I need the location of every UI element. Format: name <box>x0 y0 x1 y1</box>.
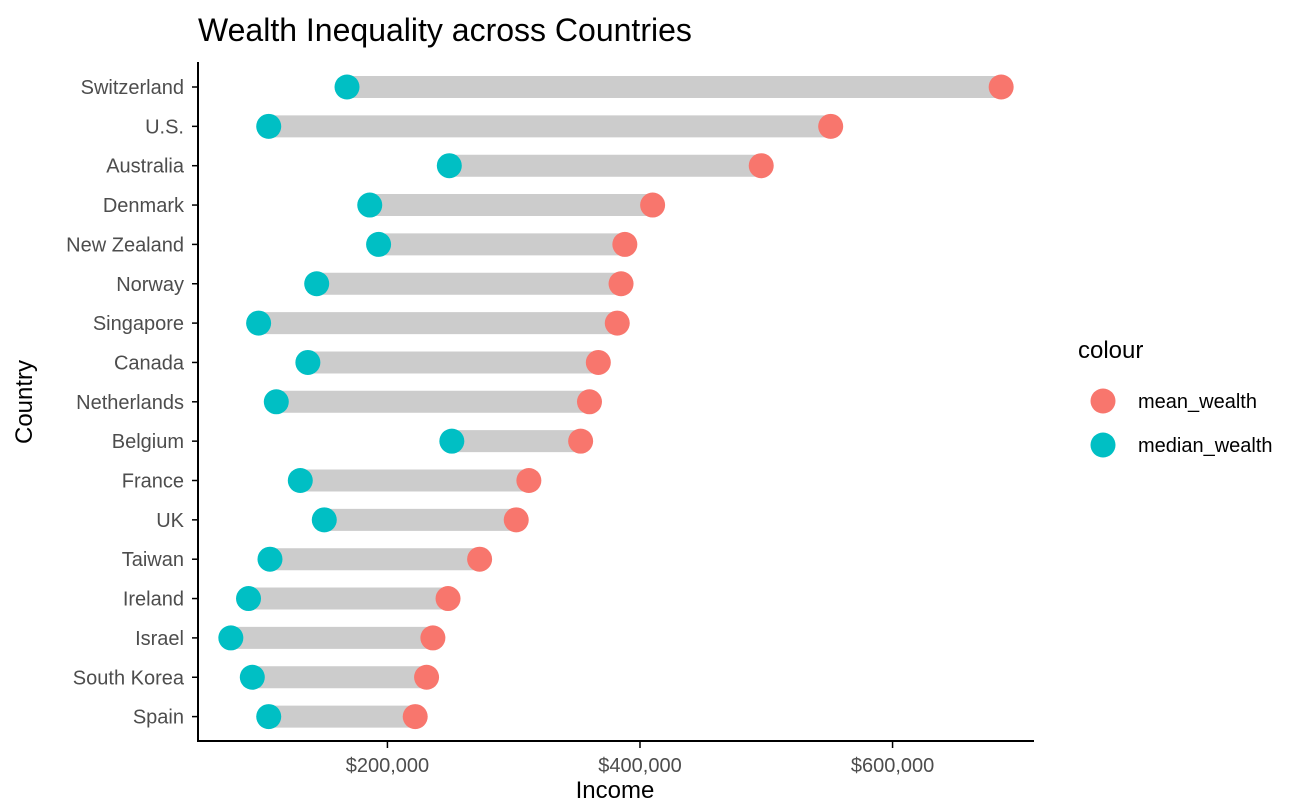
point-mean-wealth <box>576 389 602 415</box>
point-median-wealth <box>257 546 283 572</box>
point-mean-wealth <box>748 153 774 179</box>
y-tick-label: Spain <box>133 707 184 729</box>
y-tick-label: Taiwan <box>122 549 184 571</box>
point-mean-wealth <box>640 192 666 218</box>
y-tick-label: U.S. <box>145 116 184 138</box>
point-mean-wealth <box>585 349 611 375</box>
y-tick-label: Norway <box>116 274 184 296</box>
y-tick-label: Switzerland <box>81 77 184 99</box>
point-mean-wealth <box>402 704 428 730</box>
x-tick-label: $200,000 <box>346 755 429 777</box>
point-mean-wealth <box>612 231 638 257</box>
x-axis-ticks: $200,000 $400,000 $600,000 <box>346 741 934 777</box>
y-axis-title: Country <box>11 360 38 444</box>
point-mean-wealth <box>503 507 529 533</box>
legend-title: colour <box>1078 337 1143 364</box>
y-tick-label: New Zealand <box>66 234 184 256</box>
y-tick-label: Australia <box>106 156 185 178</box>
point-median-wealth <box>295 349 321 375</box>
y-tick-label: Canada <box>114 352 185 374</box>
y-tick-label: Israel <box>135 628 184 650</box>
y-tick-label: South Korea <box>73 667 185 689</box>
y-tick-label: Singapore <box>93 313 184 335</box>
point-mean-wealth <box>568 428 594 454</box>
point-mean-wealth <box>604 310 630 336</box>
point-median-wealth <box>357 192 383 218</box>
point-median-wealth <box>218 625 244 651</box>
point-median-wealth <box>366 231 392 257</box>
point-mean-wealth <box>414 664 440 690</box>
point-median-wealth <box>239 664 265 690</box>
legend-key-mean-wealth <box>1090 388 1116 414</box>
x-tick-label: $400,000 <box>598 755 681 777</box>
x-tick-label: $600,000 <box>851 755 934 777</box>
legend-label: mean_wealth <box>1138 391 1257 413</box>
point-median-wealth <box>439 428 465 454</box>
y-tick-label: UK <box>156 510 184 532</box>
point-mean-wealth <box>435 586 461 612</box>
point-median-wealth <box>236 586 262 612</box>
y-tick-label: Denmark <box>103 195 185 217</box>
point-median-wealth <box>263 389 289 415</box>
y-tick-label: France <box>122 471 184 493</box>
point-mean-wealth <box>608 271 634 297</box>
y-axis-ticks: Switzerland U.S. Australia Denmark New Zeala… <box>66 77 198 729</box>
chart-title: Wealth Inequality across Countries <box>198 12 692 48</box>
point-mean-wealth <box>420 625 446 651</box>
point-mean-wealth <box>516 468 542 493</box>
y-tick-label: Ireland <box>123 589 184 611</box>
x-axis-title: Income <box>576 777 655 802</box>
point-median-wealth <box>246 310 272 336</box>
legend: colour mean_wealth median_wealth <box>1078 337 1273 458</box>
point-median-wealth <box>287 468 313 493</box>
y-tick-label: Belgium <box>112 431 184 453</box>
legend-label: median_wealth <box>1138 435 1273 457</box>
point-median-wealth <box>311 507 337 533</box>
legend-key-median-wealth <box>1090 432 1116 458</box>
point-mean-wealth <box>818 113 844 139</box>
data-points <box>218 74 1014 730</box>
point-mean-wealth <box>467 546 493 572</box>
dumbbell-segments <box>230 76 1002 728</box>
point-median-wealth <box>256 704 282 730</box>
point-median-wealth <box>256 113 282 139</box>
y-tick-label: Netherlands <box>76 392 184 414</box>
point-mean-wealth <box>988 74 1014 100</box>
point-median-wealth <box>304 271 330 297</box>
point-median-wealth <box>436 153 462 179</box>
point-median-wealth <box>334 74 360 100</box>
